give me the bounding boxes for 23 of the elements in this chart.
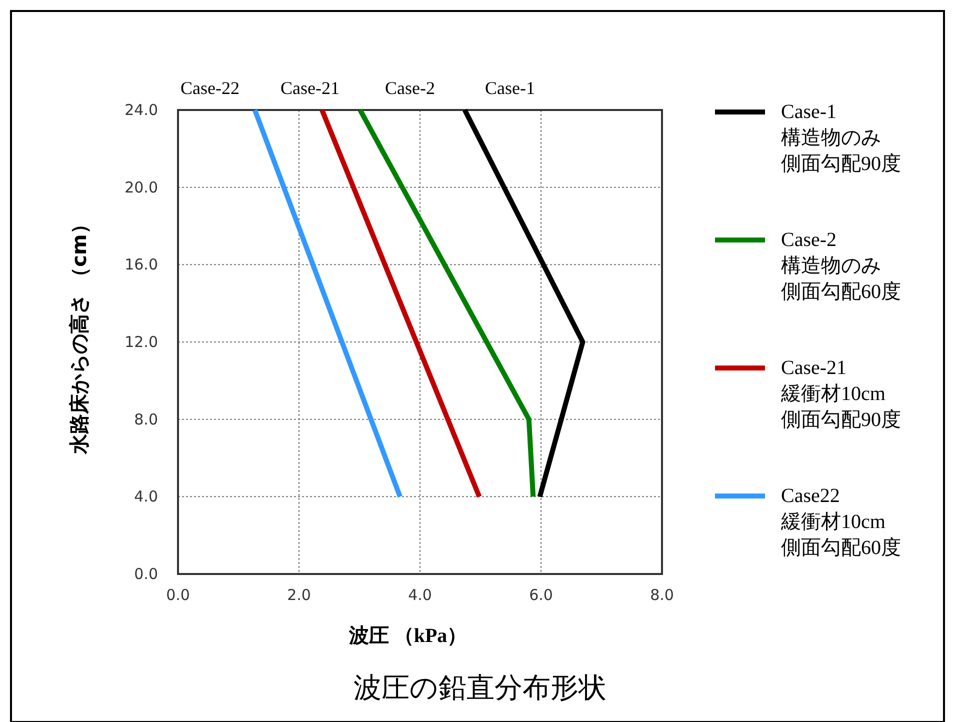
- x-tick-label: 8.0: [650, 586, 674, 604]
- y-tick-label: 0.0: [134, 565, 158, 583]
- x-tick-label: 4.0: [408, 586, 432, 604]
- y-tick-label: 20.0: [124, 178, 158, 196]
- y-tick-label: 4.0: [134, 488, 158, 506]
- legend-label: Case-21 緩衝材10cm側面勾配90度: [780, 357, 901, 431]
- text: Case-2: [385, 78, 435, 98]
- x-tick-label: 2.0: [287, 586, 311, 604]
- y-tick-label: 8.0: [134, 410, 158, 428]
- x-axis-title: 波圧 （kPa）: [348, 625, 468, 647]
- legend-label: Case22 緩衝材10cm側面勾配60度: [780, 485, 901, 559]
- y-axis-title: 水路床からの高さ （cm）: [67, 214, 91, 455]
- text: 波圧の鉛直分布形状: [354, 671, 606, 704]
- y-tick-label: 24.0: [124, 101, 158, 119]
- y-tick-label: 12.0: [124, 333, 158, 351]
- text: Case-1: [485, 78, 535, 98]
- legend-label: Case-1 構造物のみ側面勾配90度: [781, 101, 901, 175]
- legend-label: Case-2 構造物のみ側面勾配60度: [781, 229, 901, 303]
- y-tick-label: 16.0: [124, 256, 158, 274]
- x-tick-label: 0.0: [166, 586, 190, 604]
- text: Case-22: [180, 78, 240, 98]
- text: Case-21: [280, 78, 340, 98]
- x-tick-label: 6.0: [529, 586, 553, 604]
